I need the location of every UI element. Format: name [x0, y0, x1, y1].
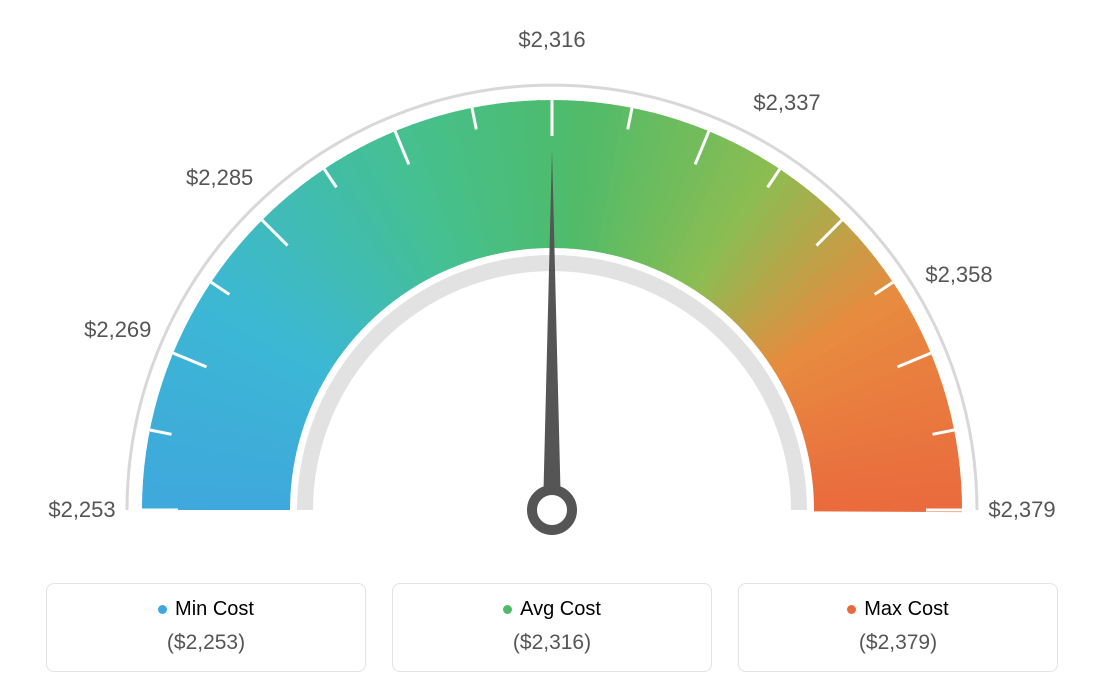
- legend-avg-card: Avg Cost ($2,316): [392, 583, 712, 672]
- dot-icon: [503, 605, 512, 614]
- legend-max-value: ($2,379): [749, 631, 1047, 655]
- gauge-tick-label: $2,269: [84, 317, 151, 343]
- gauge-tick-label: $2,379: [988, 497, 1055, 523]
- legend-max-label: Max Cost: [864, 598, 948, 621]
- dot-icon: [847, 605, 856, 614]
- legend-min-title: Min Cost: [158, 598, 254, 621]
- legend-max-card: Max Cost ($2,379): [738, 583, 1058, 672]
- dot-icon: [158, 605, 167, 614]
- legend-avg-title: Avg Cost: [503, 598, 601, 621]
- legend-min-label: Min Cost: [175, 598, 254, 621]
- legend-min-value: ($2,253): [57, 631, 355, 655]
- gauge-tick-label: $2,316: [518, 27, 585, 53]
- legend-min-card: Min Cost ($2,253): [46, 583, 366, 672]
- legend-max-title: Max Cost: [847, 598, 948, 621]
- gauge-chart: $2,253 $2,269 $2,285 $2,316 $2,337 $2,358 $2,3…: [0, 0, 1104, 560]
- gauge-tick-label: $2,337: [753, 90, 820, 116]
- legend-avg-label: Avg Cost: [520, 598, 601, 621]
- gauge-tick-label: $2,358: [925, 262, 992, 288]
- gauge-tick-label: $2,285: [186, 165, 253, 191]
- gauge-svg: [0, 30, 1104, 590]
- gauge-tick-label: $2,253: [48, 497, 115, 523]
- legend-row: Min Cost ($2,253) Avg Cost ($2,316) Max …: [46, 583, 1058, 672]
- legend-avg-value: ($2,316): [403, 631, 701, 655]
